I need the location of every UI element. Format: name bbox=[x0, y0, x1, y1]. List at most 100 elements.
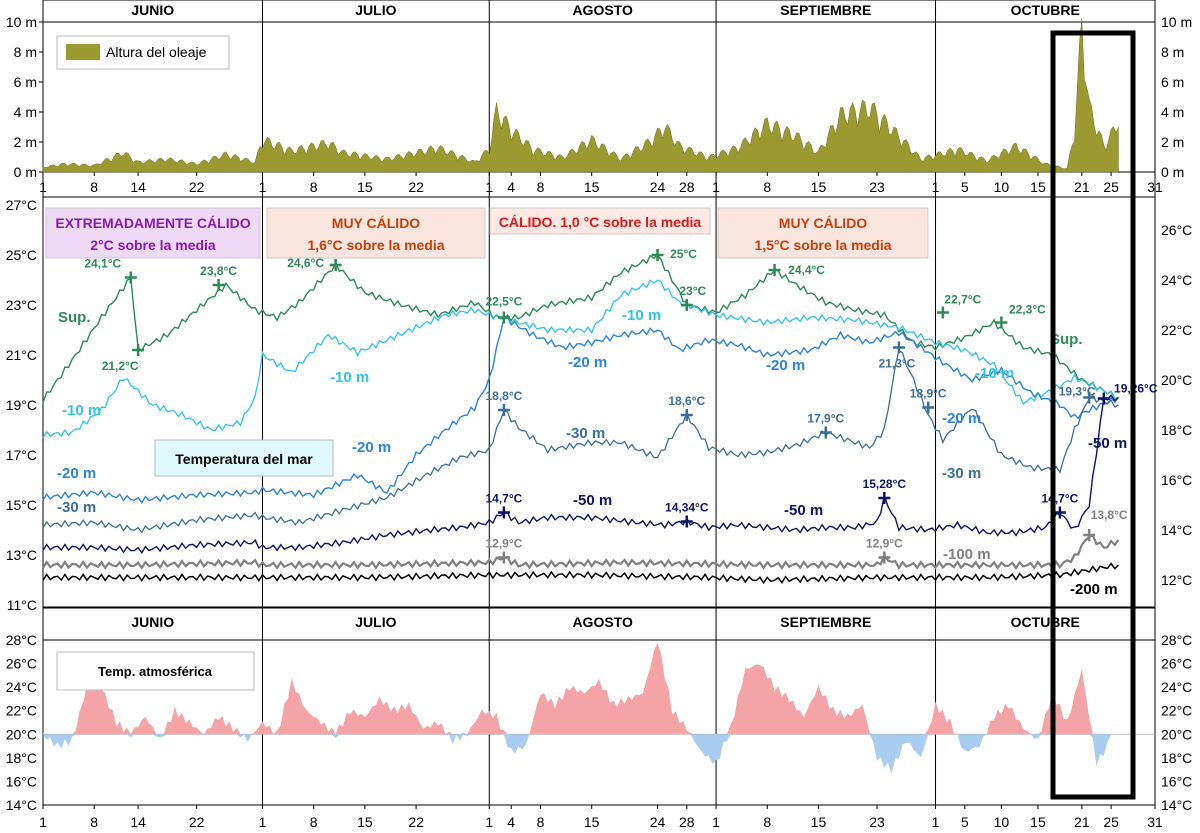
y-tick-label: 13°C bbox=[6, 547, 37, 563]
x-tick-label: 25 bbox=[1103, 179, 1119, 195]
y-tick-label: 4 m bbox=[14, 104, 37, 120]
y-tick-label: 28°C bbox=[6, 632, 37, 648]
y-tick-label: 8 m bbox=[1161, 44, 1184, 60]
y-tick-label: 22°C bbox=[1161, 703, 1192, 719]
legend-wave-label: Altura del oleaje bbox=[106, 44, 207, 60]
y-tick-label: 12°C bbox=[1161, 572, 1192, 588]
annotation-marker bbox=[1097, 392, 1110, 405]
category-box-1: EXTREMADAMENTE CÁLIDO 2°C sobre la media bbox=[45, 207, 261, 259]
annotation-marker bbox=[922, 401, 935, 414]
series-line bbox=[42, 279, 1119, 439]
x-tick-label: 1 bbox=[259, 814, 267, 830]
category-4-note: 1,5°C sobre la media bbox=[754, 237, 891, 253]
annotation-label: 19,3°C bbox=[1059, 385, 1096, 399]
month-label: OCTUBRE bbox=[1011, 2, 1080, 18]
x-tick-label: 10 bbox=[994, 179, 1010, 195]
y-tick-label: 20°C bbox=[1161, 372, 1192, 388]
y-tick-label: 26°C bbox=[1161, 222, 1192, 238]
chart-text: JUNIO JUNIO JULIO JULIO AGOSTO AGOSTO SEPTIEMB… bbox=[6, 2, 1193, 830]
annotation-label: 17,9°C bbox=[807, 412, 844, 426]
sea-temperature-panel bbox=[42, 249, 1120, 585]
series-name-label: -30 m bbox=[57, 499, 96, 516]
series-line bbox=[42, 349, 1119, 534]
x-tick-label: 8 bbox=[537, 814, 545, 830]
x-tick-label: 1 bbox=[932, 814, 940, 830]
annotation-marker bbox=[1083, 529, 1096, 541]
y-tick-label: 10 m bbox=[1161, 14, 1192, 30]
series-name-label: -20 m bbox=[766, 357, 805, 374]
annotation-label: 14,34°C bbox=[665, 501, 709, 515]
annotation-label: 18,9°C bbox=[910, 387, 947, 401]
annotation-label: 25°C bbox=[670, 247, 697, 261]
series-name-label: -20 m bbox=[942, 410, 981, 427]
y-tick-label: 26°C bbox=[6, 656, 37, 672]
series-name-label: -50 m bbox=[784, 502, 823, 519]
y-tick-label: 2 m bbox=[1161, 134, 1184, 150]
x-tick-label: 8 bbox=[763, 814, 771, 830]
annotation-label: 21,3°C bbox=[879, 357, 916, 371]
x-tick-label: 22 bbox=[408, 814, 424, 830]
annotation-marker bbox=[878, 551, 891, 564]
y-tick-label: 24°C bbox=[1161, 679, 1192, 695]
x-tick-label: 1 bbox=[932, 179, 940, 195]
month-label: SEPTIEMBRE bbox=[780, 614, 871, 630]
annotation-marker bbox=[651, 249, 664, 261]
annotation-label: 22,5°C bbox=[485, 295, 522, 309]
x-tick-label: 22 bbox=[189, 179, 205, 195]
series-name-label: -20 m bbox=[568, 354, 607, 371]
x-tick-label: 8 bbox=[537, 179, 545, 195]
y-tick-label: 22°C bbox=[1161, 322, 1192, 338]
y-tick-label: 0 m bbox=[1161, 164, 1184, 180]
x-tick-label: 4 bbox=[507, 814, 515, 830]
annotation-label: 12,9°C bbox=[485, 537, 522, 551]
x-tick-label: 14 bbox=[130, 179, 146, 195]
x-tick-label: 25 bbox=[1103, 814, 1119, 830]
month-label: JULIO bbox=[355, 614, 396, 630]
annotation-marker bbox=[892, 341, 905, 354]
y-tick-label: 16°C bbox=[1161, 773, 1192, 789]
annotation-marker bbox=[497, 404, 510, 416]
x-tick-label: 15 bbox=[1030, 814, 1046, 830]
warm-area bbox=[43, 643, 1112, 735]
y-tick-label: 18°C bbox=[1161, 422, 1192, 438]
y-tick-label: 21°C bbox=[6, 347, 37, 363]
series-name-label: -20 m bbox=[352, 439, 391, 456]
series-line bbox=[42, 562, 1119, 585]
x-tick-label: 1 bbox=[712, 179, 720, 195]
x-tick-label: 1 bbox=[485, 179, 493, 195]
annotation-marker bbox=[680, 515, 693, 528]
x-tick-label: 8 bbox=[763, 179, 771, 195]
y-tick-label: 25°C bbox=[6, 247, 37, 263]
category-box-3: CÁLIDO. 1,0 °C sobre la media bbox=[489, 207, 711, 235]
annotation-marker bbox=[936, 306, 949, 319]
annotation-label: 23,8°C bbox=[200, 264, 237, 278]
y-tick-label: 24°C bbox=[6, 679, 37, 695]
series-name-label: -100 m bbox=[943, 546, 991, 563]
series-name-label: -30 m bbox=[942, 465, 981, 482]
series-name-label: -20 m bbox=[57, 465, 96, 482]
y-tick-label: 16°C bbox=[6, 773, 37, 789]
x-tick-label: 23 bbox=[869, 179, 885, 195]
y-tick-label: 26°C bbox=[1161, 656, 1192, 672]
x-tick-label: 10 bbox=[994, 814, 1010, 830]
annotation-marker bbox=[768, 264, 781, 276]
month-label: JUNIO bbox=[131, 2, 174, 18]
annotation-marker bbox=[1053, 506, 1066, 519]
category-2-title: MUY CÁLIDO bbox=[332, 215, 421, 231]
y-tick-label: 14°C bbox=[1161, 522, 1192, 538]
month-label: JUNIO bbox=[131, 614, 174, 630]
y-tick-label: 0 m bbox=[14, 164, 37, 180]
annotation-label: 15,28°C bbox=[863, 477, 907, 491]
upper-frame bbox=[42, 0, 1156, 608]
x-tick-label: 23 bbox=[869, 814, 885, 830]
x-tick-label: 21 bbox=[1074, 814, 1090, 830]
highlight-box bbox=[1050, 30, 1136, 800]
series-name-label: -50 m bbox=[573, 492, 612, 509]
annotation-marker bbox=[132, 344, 145, 356]
x-tick-label: 22 bbox=[189, 814, 205, 830]
y-tick-label: 18°C bbox=[1161, 750, 1192, 766]
series-name-label: Sup. bbox=[58, 309, 91, 326]
x-tick-label: 15 bbox=[584, 179, 600, 195]
category-box-2: MUY CÁLIDO 1,6°C sobre la media bbox=[266, 207, 486, 259]
